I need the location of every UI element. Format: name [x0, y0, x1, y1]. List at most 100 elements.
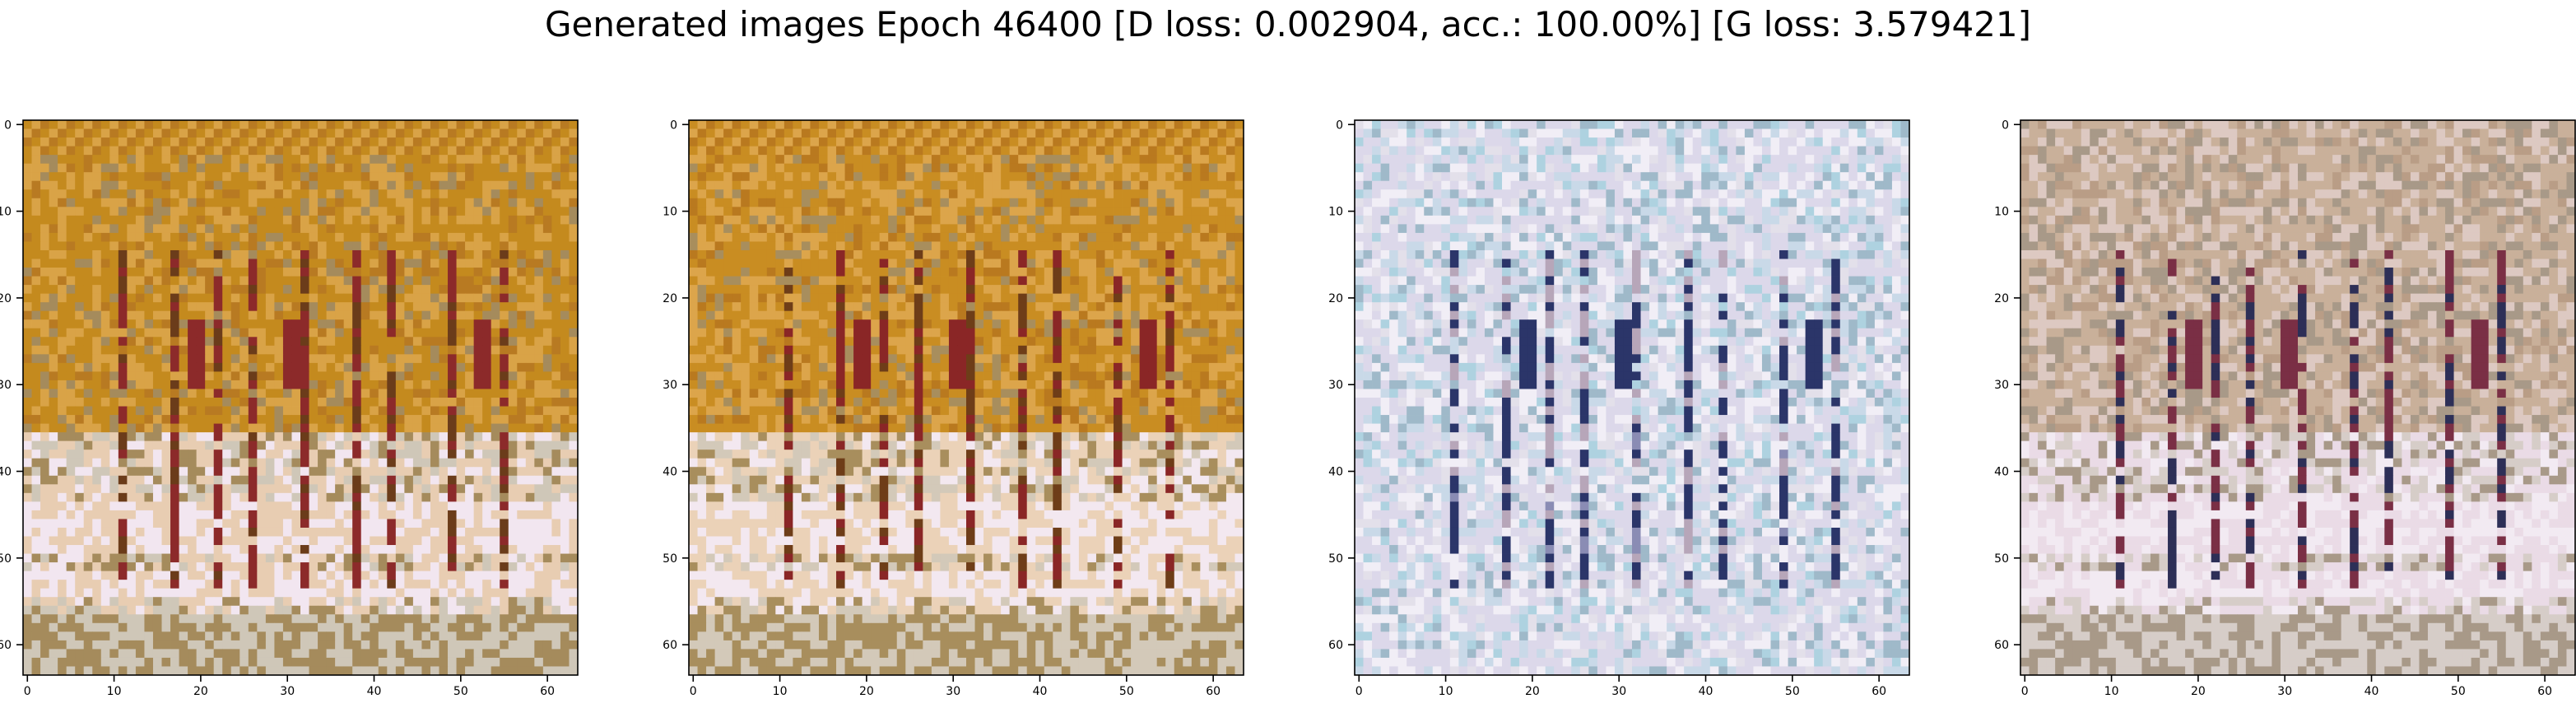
image-pixel	[249, 398, 258, 407]
image-pixel	[335, 120, 344, 129]
image-pixel	[249, 510, 258, 519]
image-pixel	[170, 189, 179, 198]
image-pixel	[40, 649, 49, 658]
image-pixel	[127, 407, 136, 416]
image-pixel	[274, 198, 283, 207]
image-pixel	[983, 147, 993, 156]
image-pixel	[136, 363, 145, 372]
image-pixel	[49, 623, 58, 632]
image-pixel	[543, 476, 552, 485]
image-pixel	[421, 250, 430, 259]
image-pixel	[379, 294, 388, 303]
image-pixel	[109, 623, 119, 632]
image-pixel	[421, 129, 430, 138]
image-pixel	[732, 164, 742, 173]
image-pixel	[871, 233, 880, 242]
image-pixel	[205, 449, 214, 459]
image-pixel	[266, 597, 275, 606]
image-pixel	[396, 415, 405, 424]
image-pixel	[92, 606, 101, 615]
image-pixel	[698, 129, 707, 138]
image-pixel	[153, 501, 162, 510]
image-pixel	[101, 415, 110, 424]
image-pixel	[387, 597, 396, 606]
image-pixel	[144, 398, 153, 407]
image-pixel	[482, 597, 491, 606]
image-pixel	[58, 147, 67, 156]
image-pixel	[153, 493, 162, 502]
image-pixel	[1105, 224, 1114, 233]
image-pixel	[153, 189, 162, 198]
image-pixel	[871, 137, 880, 147]
image-pixel	[1096, 147, 1105, 156]
image-pixel	[482, 528, 491, 537]
image-pixel	[1027, 172, 1036, 181]
image-pixel	[543, 337, 552, 346]
image-pixel	[67, 554, 76, 563]
image-pixel	[413, 623, 422, 632]
image-pixel	[465, 311, 474, 320]
image-pixel	[109, 528, 119, 537]
image-pixel	[84, 528, 93, 537]
image-pixel	[457, 120, 466, 129]
image-pixel	[283, 580, 292, 589]
image-pixel	[283, 398, 292, 407]
image-pixel	[1165, 189, 1174, 198]
image-pixel	[1131, 155, 1140, 164]
image-pixel	[465, 449, 474, 459]
image-pixel	[49, 207, 58, 216]
image-pixel	[421, 294, 430, 303]
image-pixel	[266, 363, 275, 372]
image-pixel	[109, 164, 119, 173]
image-pixel	[1131, 129, 1140, 138]
image-pixel	[421, 597, 430, 606]
image-pixel	[509, 250, 518, 259]
image-pixel	[421, 449, 430, 459]
image-pixel	[421, 285, 430, 294]
image-pixel	[32, 129, 41, 138]
image-pixel	[352, 147, 361, 156]
image-pixel	[457, 129, 466, 138]
image-pixel	[534, 407, 543, 416]
image-pixel	[162, 328, 171, 338]
image-pixel	[170, 597, 179, 606]
image-pixel	[188, 250, 197, 259]
image-pixel	[723, 137, 732, 147]
image-pixel	[404, 294, 413, 303]
image-pixel	[465, 137, 474, 147]
image-pixel	[335, 519, 344, 528]
image-pixel	[92, 467, 101, 476]
image-pixel	[379, 467, 388, 476]
image-pixel	[266, 155, 275, 164]
image-pixel	[162, 137, 171, 147]
image-pixel	[222, 120, 231, 129]
image-pixel	[396, 259, 405, 268]
image-pixel	[291, 449, 300, 459]
image-pixel	[379, 510, 388, 519]
image-pixel	[526, 363, 535, 372]
image-pixel	[179, 554, 188, 563]
image-pixel	[517, 398, 526, 407]
image-pixel	[127, 484, 136, 493]
image-pixel	[560, 250, 570, 259]
image-pixel	[732, 189, 742, 198]
image-pixel	[526, 137, 535, 147]
image-pixel	[283, 172, 292, 181]
image-pixel	[136, 501, 145, 510]
image-pixel	[344, 346, 353, 355]
image-pixel	[465, 241, 474, 250]
image-pixel	[526, 147, 535, 156]
image-pixel	[92, 666, 101, 675]
image-pixel	[188, 241, 197, 250]
image-pixel	[318, 328, 327, 338]
image-pixel	[274, 224, 283, 233]
image-pixel	[413, 666, 422, 675]
image-pixel	[387, 424, 396, 433]
image-pixel	[67, 658, 76, 667]
image-pixel	[361, 484, 370, 493]
image-pixel	[49, 147, 58, 156]
image-pixel	[335, 172, 344, 181]
image-pixel	[67, 380, 76, 389]
image-pixel	[551, 649, 560, 658]
image-pixel	[543, 467, 552, 476]
